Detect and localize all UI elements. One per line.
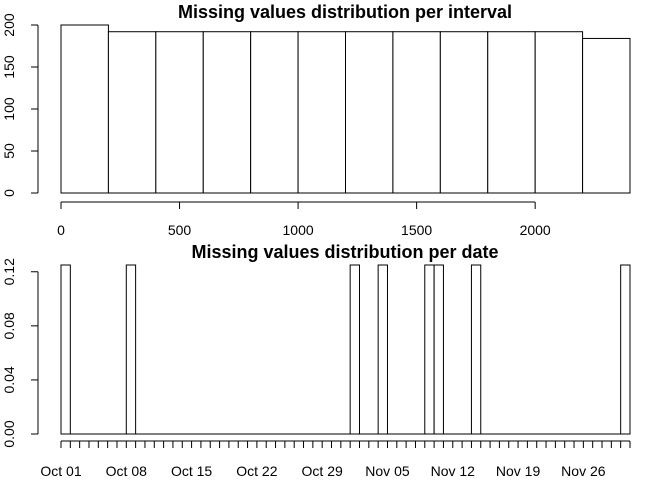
interval-x-tick-label: 0 xyxy=(57,222,65,238)
interval-y-tick-label: 200 xyxy=(1,13,17,37)
interval-bar xyxy=(487,31,536,194)
date-bar xyxy=(433,264,444,435)
interval-x-tick-label: 1500 xyxy=(401,222,432,238)
interval-bar xyxy=(392,31,441,194)
date-x-tick-label: Nov 12 xyxy=(431,463,476,479)
interval-y-tick-label: 150 xyxy=(1,55,17,79)
date-bar xyxy=(424,264,435,435)
date-bar xyxy=(125,264,137,435)
date-histogram: 0.00 0.04 0.08 0.12 Oct 01 Oct 08 Oct 15 Oct 22… xyxy=(1,258,631,479)
date-x-tick-label: Nov 19 xyxy=(496,463,541,479)
date-x-tick-label: Nov 05 xyxy=(365,463,410,479)
date-bar xyxy=(470,264,482,435)
interval-bar xyxy=(107,31,157,194)
date-x-tick-label: Nov 26 xyxy=(561,463,606,479)
date-bar xyxy=(620,264,631,435)
interval-y-tick-label: 100 xyxy=(1,97,17,121)
interval-bar xyxy=(202,31,252,194)
date-bar xyxy=(60,264,71,435)
interval-y-tick-label: 0 xyxy=(1,189,17,197)
date-x-tick-label: Oct 29 xyxy=(302,463,343,479)
interval-bar xyxy=(582,37,631,194)
date-bar xyxy=(377,264,388,435)
interval-bar xyxy=(60,24,109,194)
interval-bar xyxy=(250,31,299,194)
interval-chart-title: Missing values distribution per interval xyxy=(178,2,512,22)
date-x-tick-label: Oct 01 xyxy=(40,463,81,479)
date-y-tick-label: 0.12 xyxy=(1,258,17,285)
date-bar xyxy=(349,264,360,435)
date-x-tick-label: Oct 15 xyxy=(171,463,212,479)
interval-bar xyxy=(345,31,394,194)
interval-bar xyxy=(439,31,489,194)
interval-bar xyxy=(297,31,347,194)
date-x-tick-label: Oct 08 xyxy=(106,463,147,479)
interval-y-tick-label: 50 xyxy=(1,143,17,159)
date-y-tick-label: 0.04 xyxy=(1,366,17,393)
interval-x-tick-label: 1000 xyxy=(283,222,314,238)
date-x-tick-label: Oct 22 xyxy=(236,463,277,479)
interval-x-tick-label: 2000 xyxy=(520,222,551,238)
interval-bar xyxy=(155,31,204,194)
date-y-tick-label: 0.00 xyxy=(1,420,17,447)
date-chart-title: Missing values distribution per date xyxy=(191,242,498,262)
interval-bar xyxy=(534,31,584,194)
interval-x-tick-label: 500 xyxy=(168,222,192,238)
date-y-tick-label: 0.08 xyxy=(1,312,17,339)
